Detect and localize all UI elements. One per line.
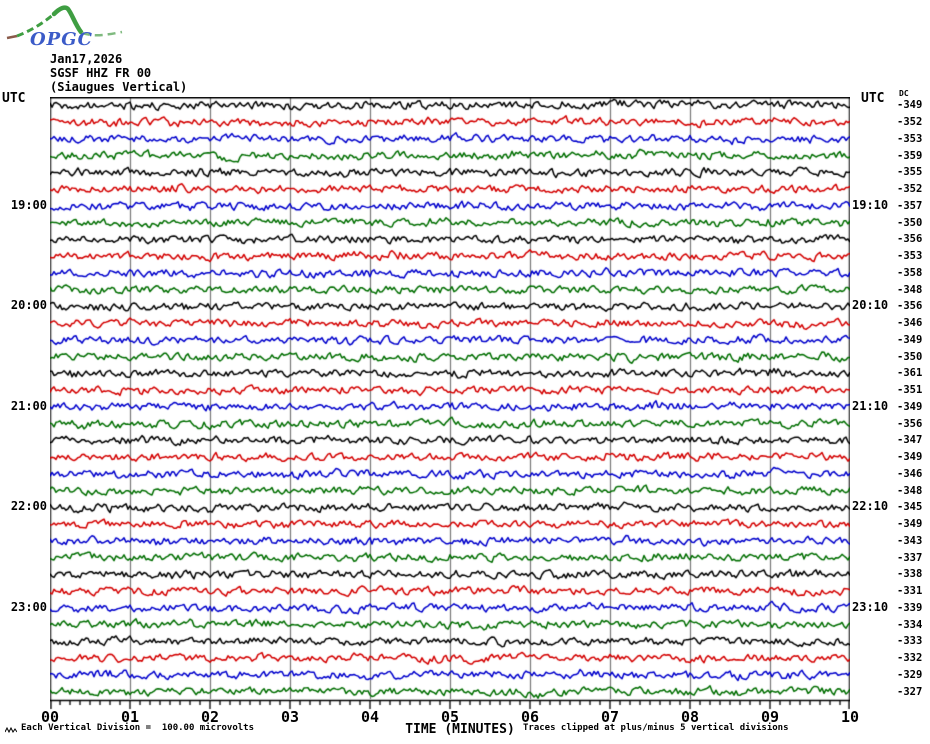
x-axis-tick-label: 08 (680, 708, 700, 726)
header-block: Jan17,2026 SGSF HHZ FR 00 (Siaugues Vert… (50, 52, 187, 94)
dc-value: -345 (897, 501, 923, 514)
dc-value: -348 (897, 283, 923, 296)
utc-header-left: UTC (2, 91, 26, 106)
dc-value: -329 (897, 668, 923, 681)
logo-left-dash (6, 34, 18, 40)
dc-value: -357 (897, 199, 923, 212)
hour-label-left: 21:00 (10, 398, 47, 413)
dc-value: -348 (897, 484, 923, 497)
dc-value: -353 (897, 250, 923, 263)
x-axis-tick-label: 10 (840, 708, 860, 726)
x-axis-tick-label: 00 (40, 708, 60, 726)
dc-value: -334 (897, 618, 923, 631)
dc-value: -349 (897, 99, 923, 112)
x-axis-tick-label: 01 (120, 708, 140, 726)
dc-value: -359 (897, 149, 923, 162)
dc-value: -349 (897, 518, 923, 531)
dc-value: -350 (897, 350, 923, 363)
dc-value: -350 (897, 216, 923, 229)
utc-header-right: UTC (861, 91, 885, 106)
dc-value: -346 (897, 317, 923, 330)
dc-value: -353 (897, 132, 923, 145)
hour-label-left: 20:00 (10, 298, 47, 313)
dc-value: -361 (897, 367, 923, 380)
opgc-logo: OPGC (6, 5, 123, 50)
header-station-code: SGSF HHZ FR 00 (50, 66, 152, 80)
dc-value: -331 (897, 585, 923, 598)
dc-value: -356 (897, 417, 923, 430)
dc-value: -352 (897, 183, 923, 196)
mini-waveform-glyph (5, 726, 17, 734)
dc-column-header: DC (899, 89, 909, 98)
clipping-note: Traces clipped at plus/minus 5 vertical … (523, 723, 789, 733)
dc-value: -343 (897, 534, 923, 547)
header-station-name: (Siaugues Vertical) (50, 80, 188, 94)
hour-label-right: 23:10 (852, 599, 889, 614)
dc-value: -351 (897, 384, 923, 397)
dc-value: -333 (897, 635, 923, 648)
logo-curve-tail (81, 30, 123, 37)
dc-value: -347 (897, 434, 923, 447)
x-axis-tick-label: 09 (760, 708, 780, 726)
x-axis-tick-label: 02 (200, 708, 220, 726)
x-axis-tick-label: 07 (600, 708, 620, 726)
vertical-division-note: Each Vertical Division = 100.00 microvol… (21, 723, 254, 733)
dc-value: -327 (897, 685, 923, 698)
hour-label-right: 21:10 (852, 398, 889, 413)
dc-value: -358 (897, 266, 923, 279)
x-axis-tick-label: 04 (360, 708, 380, 726)
x-axis-tick-label: 06 (520, 708, 540, 726)
logo-curve-peak (51, 5, 84, 35)
hour-label-left: 22:00 (10, 499, 47, 514)
hour-label-left: 23:00 (10, 599, 47, 614)
hour-label-right: 20:10 (852, 298, 889, 313)
dc-value: -332 (897, 652, 923, 665)
x-axis-tick-label: 05 (440, 708, 460, 726)
helicorder-canvas (50, 97, 850, 710)
dc-value: -349 (897, 333, 923, 346)
hour-label-left: 19:00 (10, 197, 47, 212)
dc-value: -339 (897, 601, 923, 614)
hour-label-right: 19:10 (852, 197, 889, 212)
dc-value: -356 (897, 233, 923, 246)
x-axis-title: TIME (MINUTES) (405, 722, 515, 737)
dc-value: -337 (897, 551, 923, 564)
logo-curve-rise (16, 12, 55, 38)
dc-value: -349 (897, 451, 923, 464)
x-axis-tick-label: 03 (280, 708, 300, 726)
dc-value: -346 (897, 467, 923, 480)
dc-value: -352 (897, 116, 923, 129)
dc-value: -338 (897, 568, 923, 581)
dc-value: -356 (897, 300, 923, 313)
logo-text: OPGC (30, 29, 93, 50)
dc-value: -349 (897, 400, 923, 413)
header-date: Jan17,2026 (50, 52, 123, 66)
hour-label-right: 22:10 (852, 499, 889, 514)
dc-value: -355 (897, 166, 923, 179)
